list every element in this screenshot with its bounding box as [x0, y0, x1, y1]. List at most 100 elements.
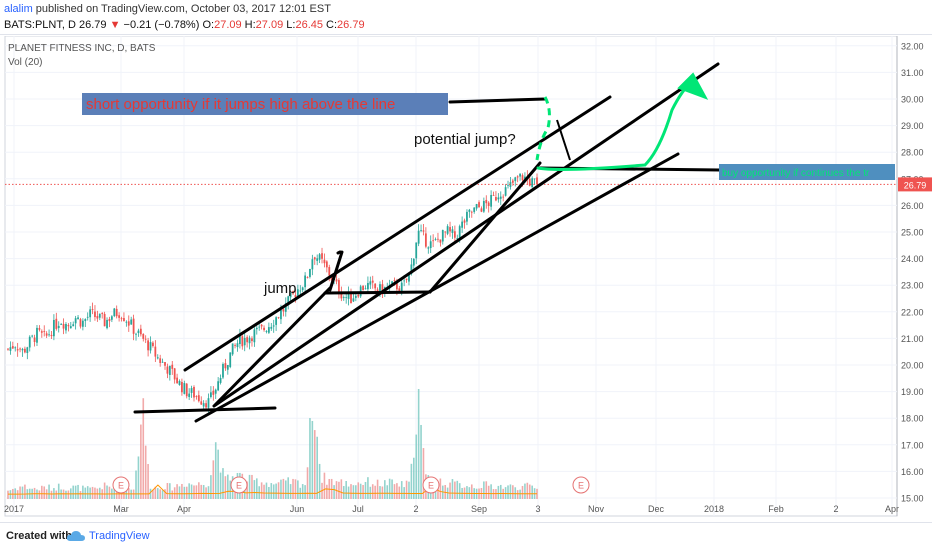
- volume-bar: [79, 491, 82, 499]
- candle: [28, 335, 31, 352]
- candle: [86, 312, 89, 321]
- candle: [347, 286, 350, 306]
- volume-bar: [214, 442, 217, 499]
- candle-body: [178, 381, 181, 385]
- candle-body: [480, 208, 483, 212]
- candle: [304, 272, 307, 293]
- candle-body: [473, 207, 476, 212]
- volume-bar: [490, 484, 492, 499]
- candle-body: [181, 381, 183, 393]
- candle-body: [516, 176, 519, 178]
- candle-body: [420, 230, 422, 231]
- candle-body: [492, 195, 495, 196]
- volume-bar: [65, 490, 67, 499]
- candle-body: [101, 313, 104, 315]
- candle-body: [466, 211, 468, 222]
- candle-body: [98, 313, 101, 318]
- candle: [195, 395, 198, 400]
- candle: [367, 276, 369, 293]
- candle: [123, 312, 125, 322]
- candle: [335, 273, 338, 285]
- volume-bar: [313, 430, 316, 499]
- volume-bar: [282, 478, 285, 499]
- candle: [272, 319, 275, 333]
- candle-body: [424, 233, 427, 247]
- volume-bar: [260, 482, 263, 499]
- candle: [241, 334, 244, 350]
- volume-bar: [144, 445, 147, 499]
- candle: [108, 316, 111, 328]
- candle: [50, 331, 53, 339]
- candle-body: [84, 319, 87, 322]
- created-with-label: Created with: [6, 530, 73, 542]
- trendline: [323, 290, 432, 295]
- symbol-label: BATS:PLNT, D: [4, 19, 76, 31]
- candle: [72, 321, 75, 327]
- candle: [422, 224, 425, 236]
- candle-body: [487, 202, 490, 206]
- candle-body: [173, 368, 176, 380]
- candle: [248, 335, 251, 350]
- price-chart[interactable]: 15.00 16.00 17.00 18.00 19.00 20.00 21.00 22.00…: [0, 36, 932, 522]
- candle: [212, 386, 215, 401]
- candle: [210, 386, 212, 399]
- candle-body: [350, 293, 352, 304]
- candle: [323, 253, 326, 268]
- volume-bar: [173, 487, 176, 499]
- volume-bar: [483, 481, 485, 499]
- volume-bar: [526, 482, 529, 499]
- candle: [91, 302, 94, 315]
- candle-body: [103, 313, 106, 327]
- last-price-tag-label: 26.79: [904, 180, 927, 190]
- volume-bar: [246, 481, 248, 499]
- x-tick-label: 2017: [4, 504, 24, 514]
- earnings-marker-label: E: [428, 481, 434, 491]
- volume-bar: [497, 485, 500, 499]
- volume-bar: [359, 483, 362, 499]
- candle: [325, 260, 328, 273]
- candle-body: [296, 289, 299, 298]
- tradingview-cloud-icon: [66, 531, 85, 541]
- candle: [188, 388, 191, 401]
- close-value: 26.79: [337, 19, 365, 31]
- x-tick-label: Sep: [471, 504, 487, 514]
- candle-body: [9, 347, 12, 351]
- candle-body: [19, 348, 21, 350]
- y-tick-label: 22.00: [901, 307, 924, 317]
- candle-body: [340, 292, 343, 299]
- volume-bar: [536, 488, 538, 499]
- candle-body: [412, 259, 415, 266]
- plot-area: [4, 36, 898, 517]
- volume-bar: [67, 490, 70, 499]
- candle-body: [243, 337, 246, 346]
- tradingview-brand-link[interactable]: TradingView: [89, 530, 150, 542]
- candle: [60, 322, 63, 325]
- author-link[interactable]: alalim: [4, 3, 33, 15]
- candle-body: [176, 377, 178, 384]
- volume-bar: [400, 481, 403, 499]
- candle: [412, 258, 415, 269]
- candle-body: [463, 220, 466, 223]
- candle-body: [166, 366, 169, 374]
- volume-bar: [137, 456, 140, 499]
- low-label: L:: [286, 19, 296, 31]
- volume-bar: [229, 480, 232, 499]
- volume-bar: [41, 485, 43, 499]
- candle-body: [313, 257, 316, 260]
- candle: [166, 363, 169, 379]
- candle-body: [478, 202, 480, 208]
- candle-body: [533, 178, 536, 180]
- candle-body: [316, 258, 319, 261]
- low-value: 26.45: [295, 19, 323, 31]
- volume-bar: [284, 480, 287, 499]
- candle-body: [289, 292, 292, 298]
- candle-body: [52, 319, 55, 337]
- volume-bar: [171, 490, 174, 499]
- candle: [299, 285, 302, 296]
- earnings-marker-circle: [112, 476, 130, 494]
- candle-body: [345, 297, 348, 298]
- candle-body: [321, 253, 323, 259]
- candle: [437, 232, 439, 243]
- candle-body: [28, 336, 31, 348]
- candle: [468, 208, 471, 218]
